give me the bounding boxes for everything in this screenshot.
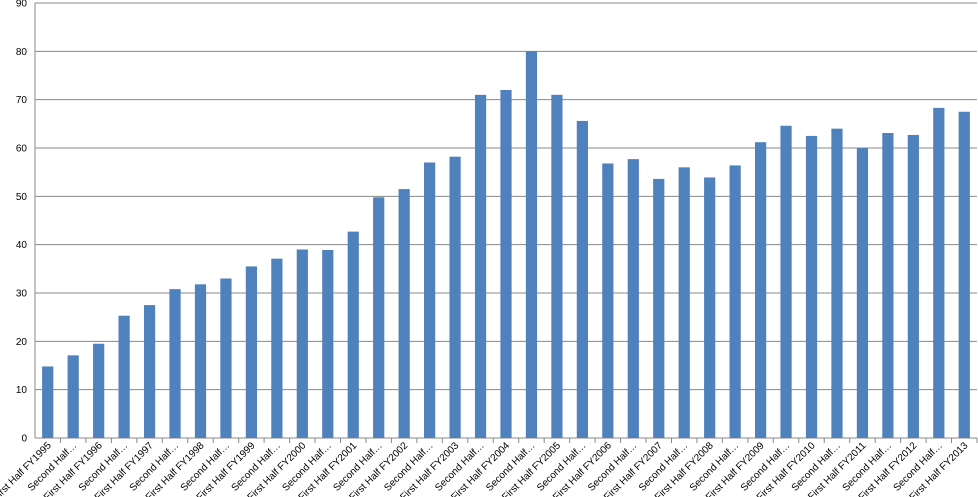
y-tick-label: 80 (16, 47, 28, 58)
bar (347, 231, 359, 438)
bar (780, 125, 792, 439)
bar (474, 94, 487, 438)
y-tick-label: 40 (16, 240, 28, 251)
bar (194, 284, 207, 438)
bar (373, 197, 385, 438)
bar (933, 107, 945, 438)
y-tick-label: 10 (16, 385, 28, 396)
bar (704, 177, 716, 438)
bar (424, 162, 436, 438)
y-tick-label: 20 (16, 337, 28, 348)
bar (322, 249, 334, 438)
bar (754, 142, 767, 438)
bar (271, 258, 283, 438)
bar (882, 133, 894, 438)
bar (296, 249, 308, 438)
bar (729, 165, 741, 438)
bar (576, 120, 588, 438)
bar (653, 178, 665, 438)
y-tick-label: 60 (16, 144, 28, 155)
bar (118, 315, 130, 438)
bar (958, 111, 970, 438)
y-tick-label: 0 (21, 434, 27, 445)
y-tick-label: 90 (16, 0, 28, 10)
bar (169, 289, 181, 438)
y-tick-label: 30 (16, 289, 28, 300)
bar (525, 51, 538, 438)
bar (551, 94, 563, 438)
bar (245, 266, 258, 438)
bar (602, 163, 614, 438)
y-tick-label: 70 (16, 95, 28, 106)
bar (449, 156, 461, 438)
bar (627, 159, 639, 438)
y-tick-label: 50 (16, 192, 28, 203)
bar (856, 148, 869, 438)
bar (907, 134, 919, 438)
bar (220, 278, 232, 438)
bar (831, 128, 843, 438)
bar (398, 189, 410, 438)
bar (500, 90, 512, 438)
bar (143, 305, 156, 438)
bar (678, 167, 690, 439)
bar (805, 135, 818, 438)
bar (42, 366, 54, 438)
bar (67, 355, 79, 438)
bar (93, 343, 105, 438)
